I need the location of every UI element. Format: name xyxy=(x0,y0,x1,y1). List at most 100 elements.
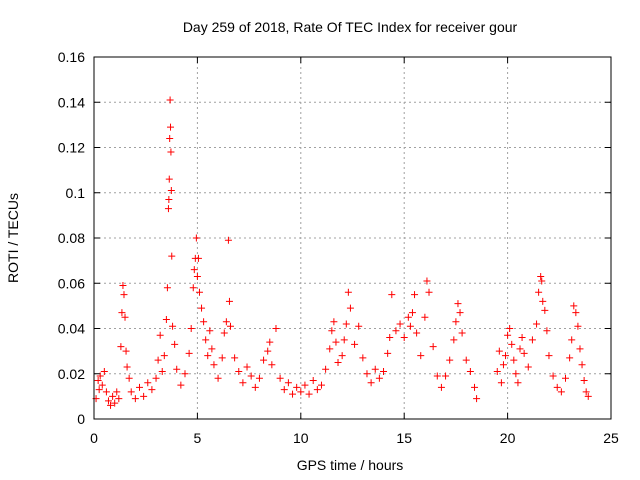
data-point xyxy=(338,352,346,360)
data-point xyxy=(109,392,117,400)
data-point xyxy=(181,370,189,378)
y-axis-title: ROTI / TECUs xyxy=(5,193,21,283)
data-point xyxy=(208,345,216,353)
data-point xyxy=(342,320,350,328)
data-point xyxy=(192,234,200,242)
data-point xyxy=(446,356,454,364)
data-point xyxy=(115,395,123,403)
data-point xyxy=(220,329,228,337)
data-point xyxy=(574,322,582,330)
data-point xyxy=(462,356,470,364)
data-point xyxy=(330,318,338,326)
data-point xyxy=(520,349,528,357)
data-point xyxy=(166,96,174,104)
grid xyxy=(94,57,611,419)
data-point xyxy=(355,322,363,330)
data-point xyxy=(351,340,359,348)
data-point xyxy=(549,372,557,380)
data-point xyxy=(160,352,168,360)
data-point xyxy=(400,334,408,342)
data-point xyxy=(100,367,108,375)
data-point xyxy=(541,306,549,314)
data-point xyxy=(535,288,543,296)
data-point xyxy=(173,365,181,373)
data-point xyxy=(118,309,126,317)
x-tick-label: 15 xyxy=(396,430,412,446)
data-point xyxy=(140,392,148,400)
data-point xyxy=(125,374,133,382)
data-point xyxy=(425,288,433,296)
data-point xyxy=(264,347,272,355)
data-point xyxy=(495,347,503,355)
data-point xyxy=(497,379,505,387)
data-point xyxy=(122,347,130,355)
data-point xyxy=(334,358,342,366)
data-point xyxy=(117,343,125,351)
data-point xyxy=(458,329,466,337)
data-point xyxy=(190,266,198,274)
data-point xyxy=(280,386,288,394)
data-point xyxy=(313,386,321,394)
data-point xyxy=(165,196,173,204)
y-tick-label: 0.14 xyxy=(58,94,85,110)
data-point xyxy=(247,372,255,380)
data-point xyxy=(413,329,421,337)
data-point xyxy=(187,325,195,332)
axis-ticks: 0 5 10 15 20 25 0 0.02 0.04 0.06 0.08 0.1 0.12 0.14 0.… xyxy=(58,49,619,446)
data-point xyxy=(289,390,297,398)
data-point xyxy=(572,309,580,317)
data-point xyxy=(396,320,404,328)
data-point xyxy=(406,322,414,330)
data-point xyxy=(576,345,584,353)
data-point xyxy=(102,388,110,396)
data-point xyxy=(386,334,394,342)
data-point xyxy=(506,325,514,332)
data-point xyxy=(404,313,412,321)
data-point xyxy=(543,327,551,335)
data-point xyxy=(164,205,172,213)
data-point xyxy=(537,272,545,280)
data-point xyxy=(107,401,115,409)
data-point xyxy=(260,356,268,364)
data-point xyxy=(578,361,586,369)
data-point xyxy=(367,379,375,387)
data-point xyxy=(98,381,106,389)
data-point xyxy=(301,381,309,389)
x-tick-label: 20 xyxy=(500,430,516,446)
data-point xyxy=(206,327,214,335)
data-point xyxy=(566,354,574,362)
data-point xyxy=(156,331,164,339)
y-tick-label: 0.12 xyxy=(58,140,85,156)
data-point xyxy=(388,291,396,299)
data-point xyxy=(392,327,400,335)
data-point xyxy=(408,309,416,317)
data-point xyxy=(512,370,520,378)
data-point xyxy=(508,340,516,348)
data-point xyxy=(417,352,425,360)
data-point xyxy=(328,327,336,335)
data-point xyxy=(584,392,592,400)
data-point xyxy=(154,356,162,364)
data-point xyxy=(231,354,239,362)
data-point xyxy=(297,388,305,396)
data-point xyxy=(317,381,325,389)
data-point xyxy=(570,302,578,310)
data-point xyxy=(214,374,222,382)
data-point xyxy=(518,334,526,342)
data-point xyxy=(272,325,280,332)
x-tick-label: 10 xyxy=(293,430,309,446)
y-tick-label: 0.1 xyxy=(66,185,86,201)
data-point xyxy=(251,383,259,391)
data-point xyxy=(152,374,160,382)
data-point xyxy=(255,374,263,382)
data-point xyxy=(119,282,127,290)
data-point xyxy=(148,386,156,394)
data-point xyxy=(344,288,352,296)
y-tick-label: 0 xyxy=(77,411,85,427)
data-point xyxy=(96,372,104,380)
data-point xyxy=(326,345,334,353)
x-tick-label: 25 xyxy=(603,430,619,446)
data-point xyxy=(95,386,103,394)
data-point xyxy=(363,370,371,378)
